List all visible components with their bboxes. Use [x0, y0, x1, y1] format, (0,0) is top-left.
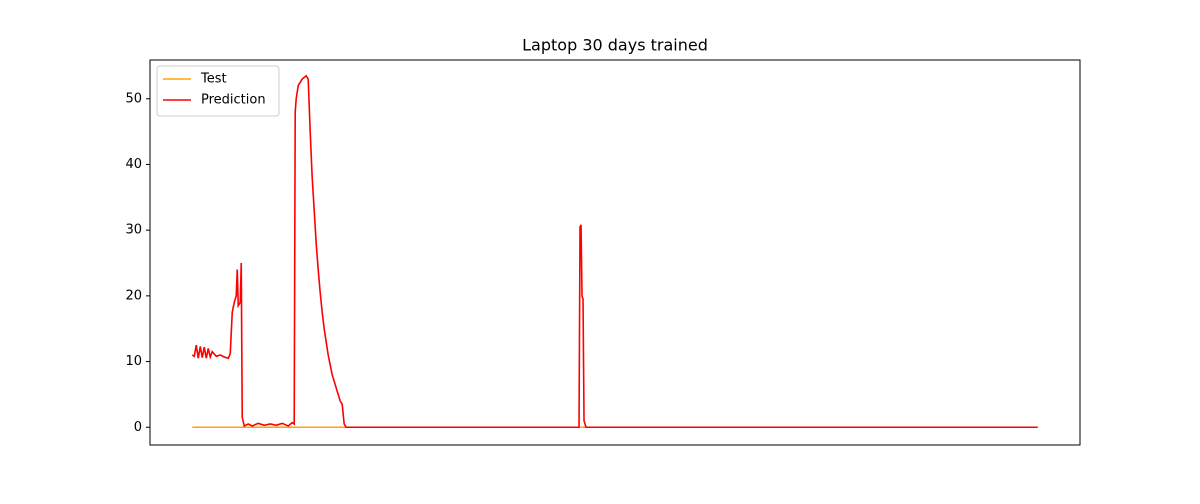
y-tick-label: 30: [125, 223, 142, 238]
series-line: [191, 74, 1038, 429]
legend-label: Test: [200, 72, 227, 87]
legend-label: Prediction: [201, 93, 266, 108]
plot-frame: [149, 59, 1081, 446]
y-tick-label: 50: [125, 91, 142, 106]
y-tick-label: 10: [125, 354, 142, 369]
y-tick-label: 0: [134, 420, 142, 435]
chart-title: Laptop 30 days trained: [522, 36, 708, 55]
y-tick-label: 20: [125, 288, 142, 303]
y-tick-label: 40: [125, 157, 142, 172]
